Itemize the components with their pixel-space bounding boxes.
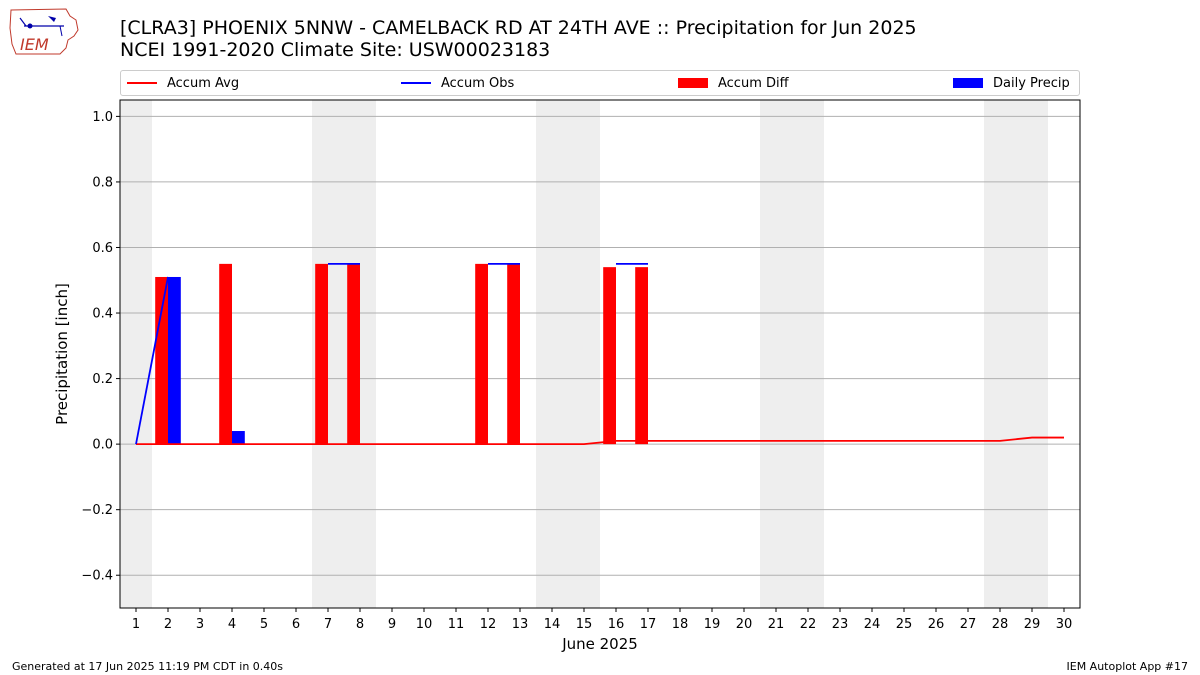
x-tick-label: 1 <box>132 617 140 632</box>
generated-timestamp: Generated at 17 Jun 2025 11:19 PM CDT in… <box>12 660 284 673</box>
app-credit: IEM Autoplot App #17 <box>1066 660 1189 673</box>
chart-title: [CLRA3] PHOENIX 5NNW - CAMELBACK RD AT 2… <box>120 17 917 61</box>
logo-text: IEM <box>20 35 49 54</box>
x-tick-label: 7 <box>324 617 332 632</box>
weekend-band-3 <box>760 100 824 608</box>
legend-label-daily-precip: Daily Precip <box>993 75 1070 91</box>
x-tick-label: 20 <box>736 617 753 632</box>
bar-accum-diff-day-2 <box>155 276 168 445</box>
x-tick-label: 2 <box>164 617 172 632</box>
y-tick-label: 0.4 <box>92 307 113 322</box>
title-line-2: NCEI 1991-2020 Climate Site: USW00023183 <box>120 39 551 61</box>
x-tick-label: 9 <box>388 617 396 632</box>
bar-accum-diff-day-8 <box>347 263 360 445</box>
x-tick-label: 4 <box>228 617 236 632</box>
x-tick-label: 18 <box>672 617 689 632</box>
legend: Accum Avg Accum Obs Accum Diff Daily Pre… <box>120 70 1080 96</box>
x-tick-label: 27 <box>960 617 977 632</box>
legend-swatch-daily-precip <box>953 78 983 88</box>
legend-label-accum-diff: Accum Diff <box>718 75 789 91</box>
line-accum-obs-segment-0 <box>135 276 169 445</box>
x-tick-label: 8 <box>356 617 364 632</box>
iem-logo: IEM <box>9 8 79 55</box>
plot-frame <box>119 99 1081 609</box>
weekend-band-4 <box>984 100 1048 608</box>
x-tick-label: 29 <box>1024 617 1041 632</box>
x-tick-label: 21 <box>768 617 785 632</box>
y-tick-label: 0.2 <box>92 372 113 387</box>
x-tick-label: 30 <box>1056 617 1073 632</box>
x-tick-label: 12 <box>480 617 497 632</box>
x-tick-label: 6 <box>292 617 300 632</box>
y-tick-label: −0.2 <box>81 503 113 518</box>
y-tick-label: 0.8 <box>92 175 113 190</box>
weekend-band-0 <box>120 100 152 608</box>
y-tick-label: 1.0 <box>92 110 113 125</box>
x-tick-label: 17 <box>640 617 657 632</box>
legend-swatch-accum-avg <box>127 82 157 84</box>
x-tick-label: 19 <box>704 617 721 632</box>
x-tick-label: 23 <box>832 617 849 632</box>
x-tick-label: 14 <box>544 617 561 632</box>
title-line-1: [CLRA3] PHOENIX 5NNW - CAMELBACK RD AT 2… <box>120 17 917 39</box>
weekend-band-2 <box>536 100 600 608</box>
x-tick-label: 22 <box>800 617 817 632</box>
y-tick-label: 0.0 <box>92 438 113 453</box>
bar-accum-diff-day-7 <box>315 263 328 445</box>
x-tick-label: 25 <box>896 617 913 632</box>
bar-daily-precip-day-2 <box>168 276 181 445</box>
legend-label-accum-avg: Accum Avg <box>167 75 240 91</box>
x-tick-label: 15 <box>576 617 593 632</box>
y-tick-label: 0.6 <box>92 241 113 256</box>
weekend-band-1 <box>312 100 376 608</box>
bar-accum-diff-day-4 <box>219 263 232 445</box>
x-tick-label: 3 <box>196 617 204 632</box>
legend-item-accum-avg: Accum Avg <box>127 71 239 95</box>
x-axis-label: June 2025 <box>561 635 638 653</box>
legend-item-accum-obs: Accum Obs <box>401 71 514 95</box>
legend-item-accum-diff: Accum Diff <box>678 71 789 95</box>
bar-accum-diff-day-12 <box>475 263 488 445</box>
legend-swatch-accum-diff <box>678 78 708 88</box>
bar-accum-diff-day-13 <box>507 263 520 445</box>
x-tick-label: 10 <box>416 617 433 632</box>
x-tick-label: 11 <box>448 617 465 632</box>
legend-item-daily-precip: Daily Precip <box>953 71 1070 95</box>
x-tick-label: 13 <box>512 617 529 632</box>
x-tick-label: 5 <box>260 617 268 632</box>
legend-swatch-accum-obs <box>401 82 431 84</box>
bar-daily-precip-day-4 <box>232 431 245 445</box>
line-accum-avg <box>136 436 1064 446</box>
x-tick-label: 16 <box>608 617 625 632</box>
x-tick-label: 24 <box>864 617 881 632</box>
x-tick-label: 28 <box>992 617 1009 632</box>
x-tick-label: 26 <box>928 617 945 632</box>
y-axis-label: Precipitation [inch] <box>53 283 71 425</box>
y-tick-label: −0.4 <box>81 569 113 584</box>
bar-accum-diff-day-16 <box>603 267 616 445</box>
bar-accum-diff-day-17 <box>635 267 648 445</box>
legend-label-accum-obs: Accum Obs <box>441 75 515 91</box>
